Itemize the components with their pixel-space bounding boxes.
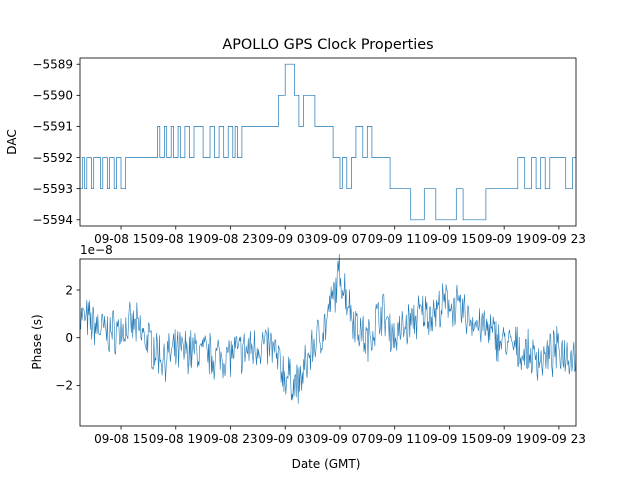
dac-series-line bbox=[80, 63, 576, 221]
phase-scale-label: 1e−8 bbox=[80, 243, 113, 257]
phase-series-line bbox=[79, 253, 577, 404]
x-tick-label: 09-09 15 bbox=[422, 432, 476, 446]
y-tick-label: −5593 bbox=[32, 182, 73, 196]
x-tick-label: 09-08 15 bbox=[94, 432, 148, 446]
x-tick-label: 09-08 19 bbox=[149, 232, 203, 246]
y-tick-label: −5591 bbox=[32, 120, 73, 134]
x-tick-label: 09-09 19 bbox=[477, 232, 531, 246]
x-tick-label: 09-09 07 bbox=[313, 432, 367, 446]
x-tick-label: 09-08 23 bbox=[204, 432, 258, 446]
y-tick-label: −5590 bbox=[32, 89, 73, 103]
x-tick-label: 09-08 15 bbox=[94, 232, 148, 246]
y-tick-label: −5592 bbox=[32, 151, 73, 165]
x-tick-label: 09-09 23 bbox=[532, 232, 586, 246]
x-tick-label: 09-08 23 bbox=[204, 232, 258, 246]
x-tick-label: 09-09 07 bbox=[313, 232, 367, 246]
phase-xlabel: Date (GMT) bbox=[292, 457, 361, 471]
phase-chart: 09-08 15 09-08 19 09-08 23 09-09 03 09-09 07… bbox=[30, 243, 586, 471]
y-tick-label: 0 bbox=[65, 331, 73, 345]
x-tick-label: 09-09 03 bbox=[258, 232, 312, 246]
x-tick-label: 09-09 03 bbox=[258, 432, 312, 446]
y-tick-label: −5594 bbox=[32, 213, 73, 227]
dac-chart: APOLLO GPS Clock Properties 09-08 15 09-0… bbox=[5, 37, 586, 246]
x-tick-label: 09-09 19 bbox=[477, 432, 531, 446]
dac-ylabel: DAC bbox=[5, 129, 19, 154]
phase-plot-area bbox=[79, 253, 577, 404]
phase-ylabel: Phase (s) bbox=[30, 314, 44, 369]
y-tick-label: −2 bbox=[55, 379, 73, 393]
x-tick-label: 09-09 23 bbox=[532, 432, 586, 446]
y-tick-label: 2 bbox=[65, 283, 73, 297]
phase-ticks: 09-08 15 09-08 19 09-08 23 09-09 03 09-09 07… bbox=[55, 283, 586, 446]
x-tick-label: 09-08 19 bbox=[149, 432, 203, 446]
x-tick-label: 09-09 11 bbox=[368, 232, 422, 246]
dac-ticks: 09-08 15 09-08 19 09-08 23 09-09 03 09-09 07… bbox=[32, 58, 585, 246]
x-tick-label: 09-09 15 bbox=[422, 232, 476, 246]
dac-plot-area bbox=[80, 63, 576, 221]
chart-title: APOLLO GPS Clock Properties bbox=[222, 37, 433, 53]
x-tick-label: 09-09 11 bbox=[368, 432, 422, 446]
dac-axes-frame bbox=[79, 57, 577, 227]
y-tick-label: −5589 bbox=[32, 58, 73, 72]
phase-axes-frame bbox=[79, 258, 577, 427]
